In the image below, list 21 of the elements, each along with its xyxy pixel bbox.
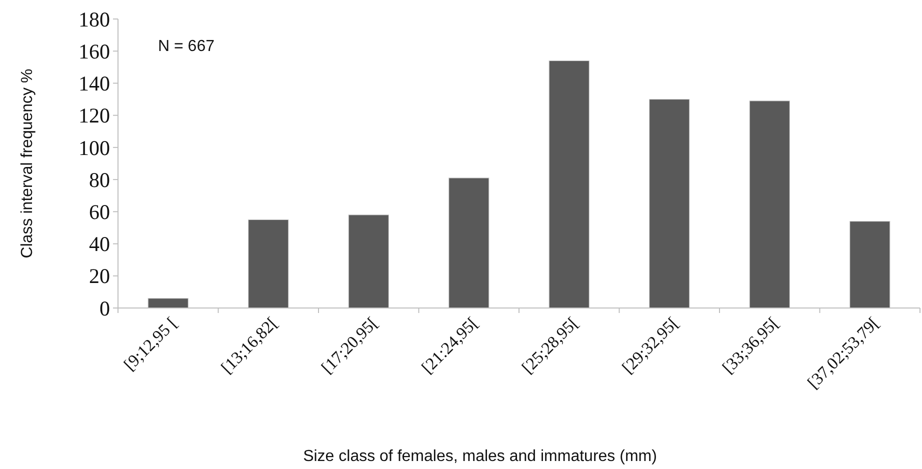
y-tick-label: 140 <box>78 72 110 96</box>
bar <box>749 100 790 308</box>
bar <box>548 60 590 308</box>
x-axis-title: Size class of females, males and immatures (mm) <box>303 448 657 465</box>
bar <box>850 221 890 308</box>
y-tick-label: 100 <box>78 136 110 160</box>
y-tick-label: 180 <box>78 7 110 32</box>
y-tick-label: 0 <box>100 296 110 320</box>
y-tick-label: 160 <box>78 39 110 64</box>
bar <box>348 214 389 308</box>
annotation: N = 667 <box>158 38 215 55</box>
y-tick-label: 80 <box>89 168 110 192</box>
bar <box>649 98 690 308</box>
y-axis-title: Class interval frequency % <box>19 68 36 258</box>
y-tick-label: 40 <box>89 232 110 256</box>
bar <box>148 298 188 308</box>
y-tick-label: 120 <box>78 104 110 128</box>
bar <box>448 178 490 308</box>
y-tick-label: 60 <box>89 200 110 224</box>
bar <box>248 219 289 308</box>
y-tick-label: 20 <box>89 264 110 288</box>
